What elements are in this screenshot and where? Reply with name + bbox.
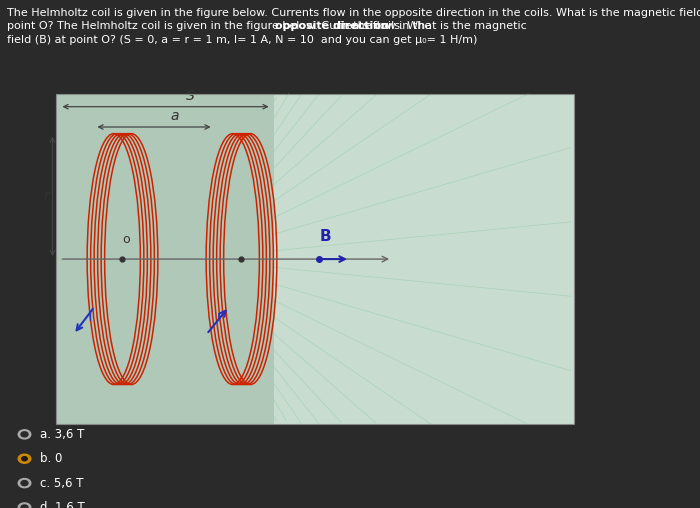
Text: d. 1,6 T: d. 1,6 T — [40, 501, 85, 508]
Text: a. 3,6 T: a. 3,6 T — [40, 428, 84, 441]
Circle shape — [21, 432, 28, 437]
Circle shape — [22, 457, 27, 461]
Text: c. 5,6 T: c. 5,6 T — [40, 477, 83, 490]
Text: opposite direction: opposite direction — [275, 21, 389, 31]
Text: in the coils. What is the magnetic: in the coils. What is the magnetic — [336, 21, 527, 31]
Circle shape — [18, 454, 31, 463]
Bar — [274, 94, 574, 424]
Circle shape — [18, 479, 31, 488]
Bar — [56, 94, 574, 424]
Text: a: a — [171, 109, 179, 123]
Circle shape — [18, 503, 31, 508]
Circle shape — [21, 505, 28, 508]
Bar — [56, 94, 274, 424]
Text: The Helmholtz coil is given in the figure below. Currents flow in the opposite d: The Helmholtz coil is given in the figur… — [7, 8, 700, 18]
Text: B: B — [320, 229, 332, 244]
Text: point O? The Helmholtz coil is given in the figure below. Currents flow in the: point O? The Helmholtz coil is given in … — [7, 21, 435, 31]
Circle shape — [21, 481, 28, 486]
Text: r: r — [43, 189, 49, 203]
Text: b. 0: b. 0 — [40, 452, 62, 465]
Text: I: I — [89, 313, 92, 323]
Circle shape — [18, 430, 31, 439]
Text: S: S — [186, 88, 195, 103]
Text: o: o — [122, 233, 130, 246]
Text: field (B) at point O? (S = 0, a = r = 1 m, I= 1 A, N = 10  and you can get μ₀= 1: field (B) at point O? (S = 0, a = r = 1 … — [7, 35, 477, 45]
Text: I: I — [217, 313, 220, 323]
